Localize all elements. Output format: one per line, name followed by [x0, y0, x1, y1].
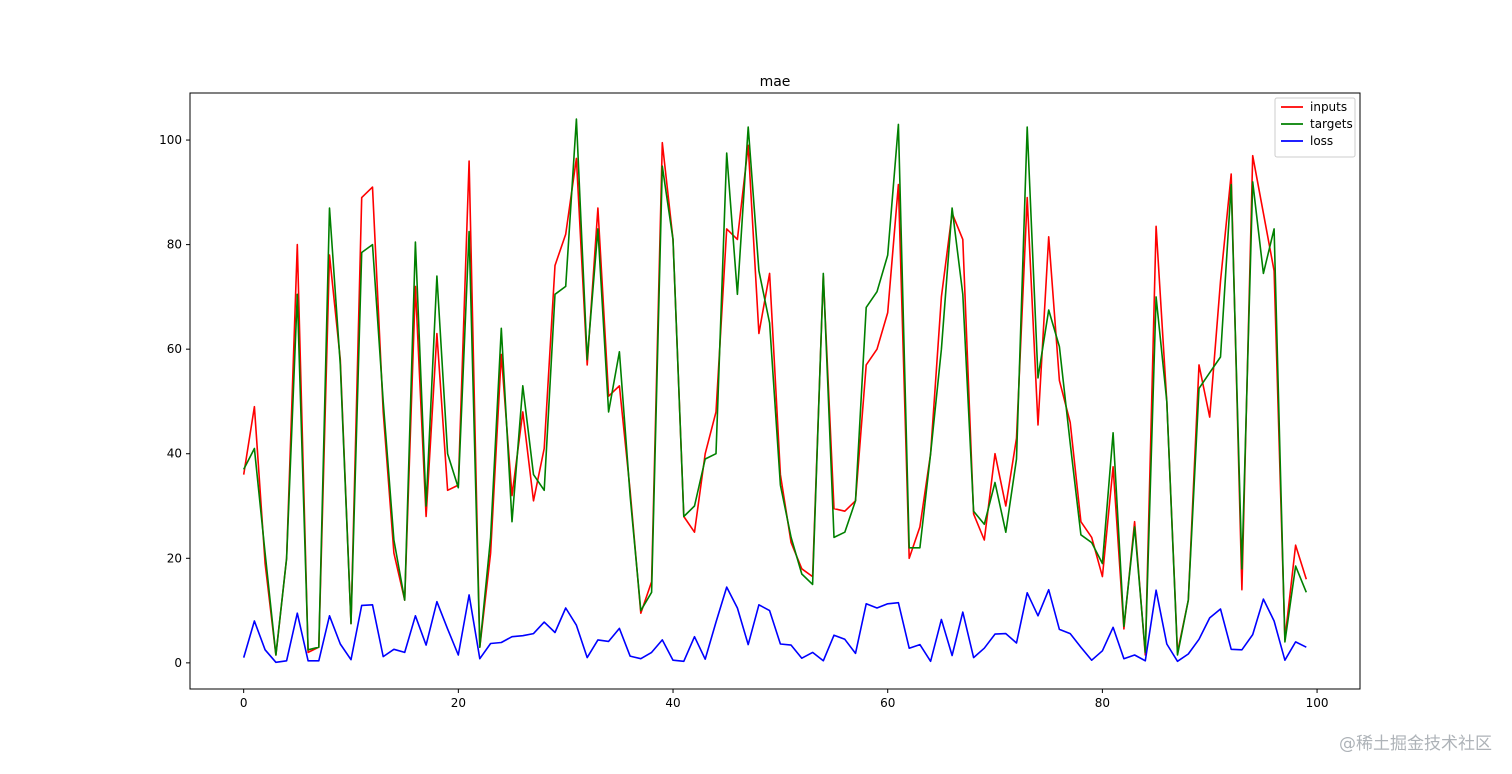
x-tick-label: 20	[451, 696, 466, 710]
y-tick-label: 20	[167, 551, 182, 565]
series-layer	[242, 118, 1308, 664]
x-tick-label: 40	[665, 696, 680, 710]
legend-label-loss: loss	[1310, 134, 1333, 148]
y-tick-label: 0	[174, 656, 182, 670]
x-axis: 0 20 40 60 80 100	[240, 689, 1329, 710]
legend-label-targets: targets	[1310, 117, 1353, 131]
y-tick-label: 80	[167, 238, 182, 252]
series-line-targets	[242, 118, 1308, 656]
legend: inputs targets loss	[1274, 97, 1356, 158]
plot-area-frame	[189, 92, 1361, 690]
legend-label-inputs: inputs	[1310, 100, 1347, 114]
series-line-loss	[242, 586, 1307, 664]
chart-title: mae	[760, 74, 791, 90]
x-tick-label: 100	[1306, 696, 1329, 710]
legend-box	[1274, 97, 1356, 158]
y-tick-label: 40	[167, 447, 182, 461]
x-tick-label: 0	[240, 696, 248, 710]
watermark: @稀土掘金技术社区	[1339, 734, 1492, 754]
x-tick-label: 60	[880, 696, 895, 710]
y-axis: 0 20 40 60 80 100	[159, 133, 190, 670]
y-tick-label: 100	[159, 133, 182, 147]
y-tick-label: 60	[167, 342, 182, 356]
x-tick-label: 80	[1095, 696, 1110, 710]
